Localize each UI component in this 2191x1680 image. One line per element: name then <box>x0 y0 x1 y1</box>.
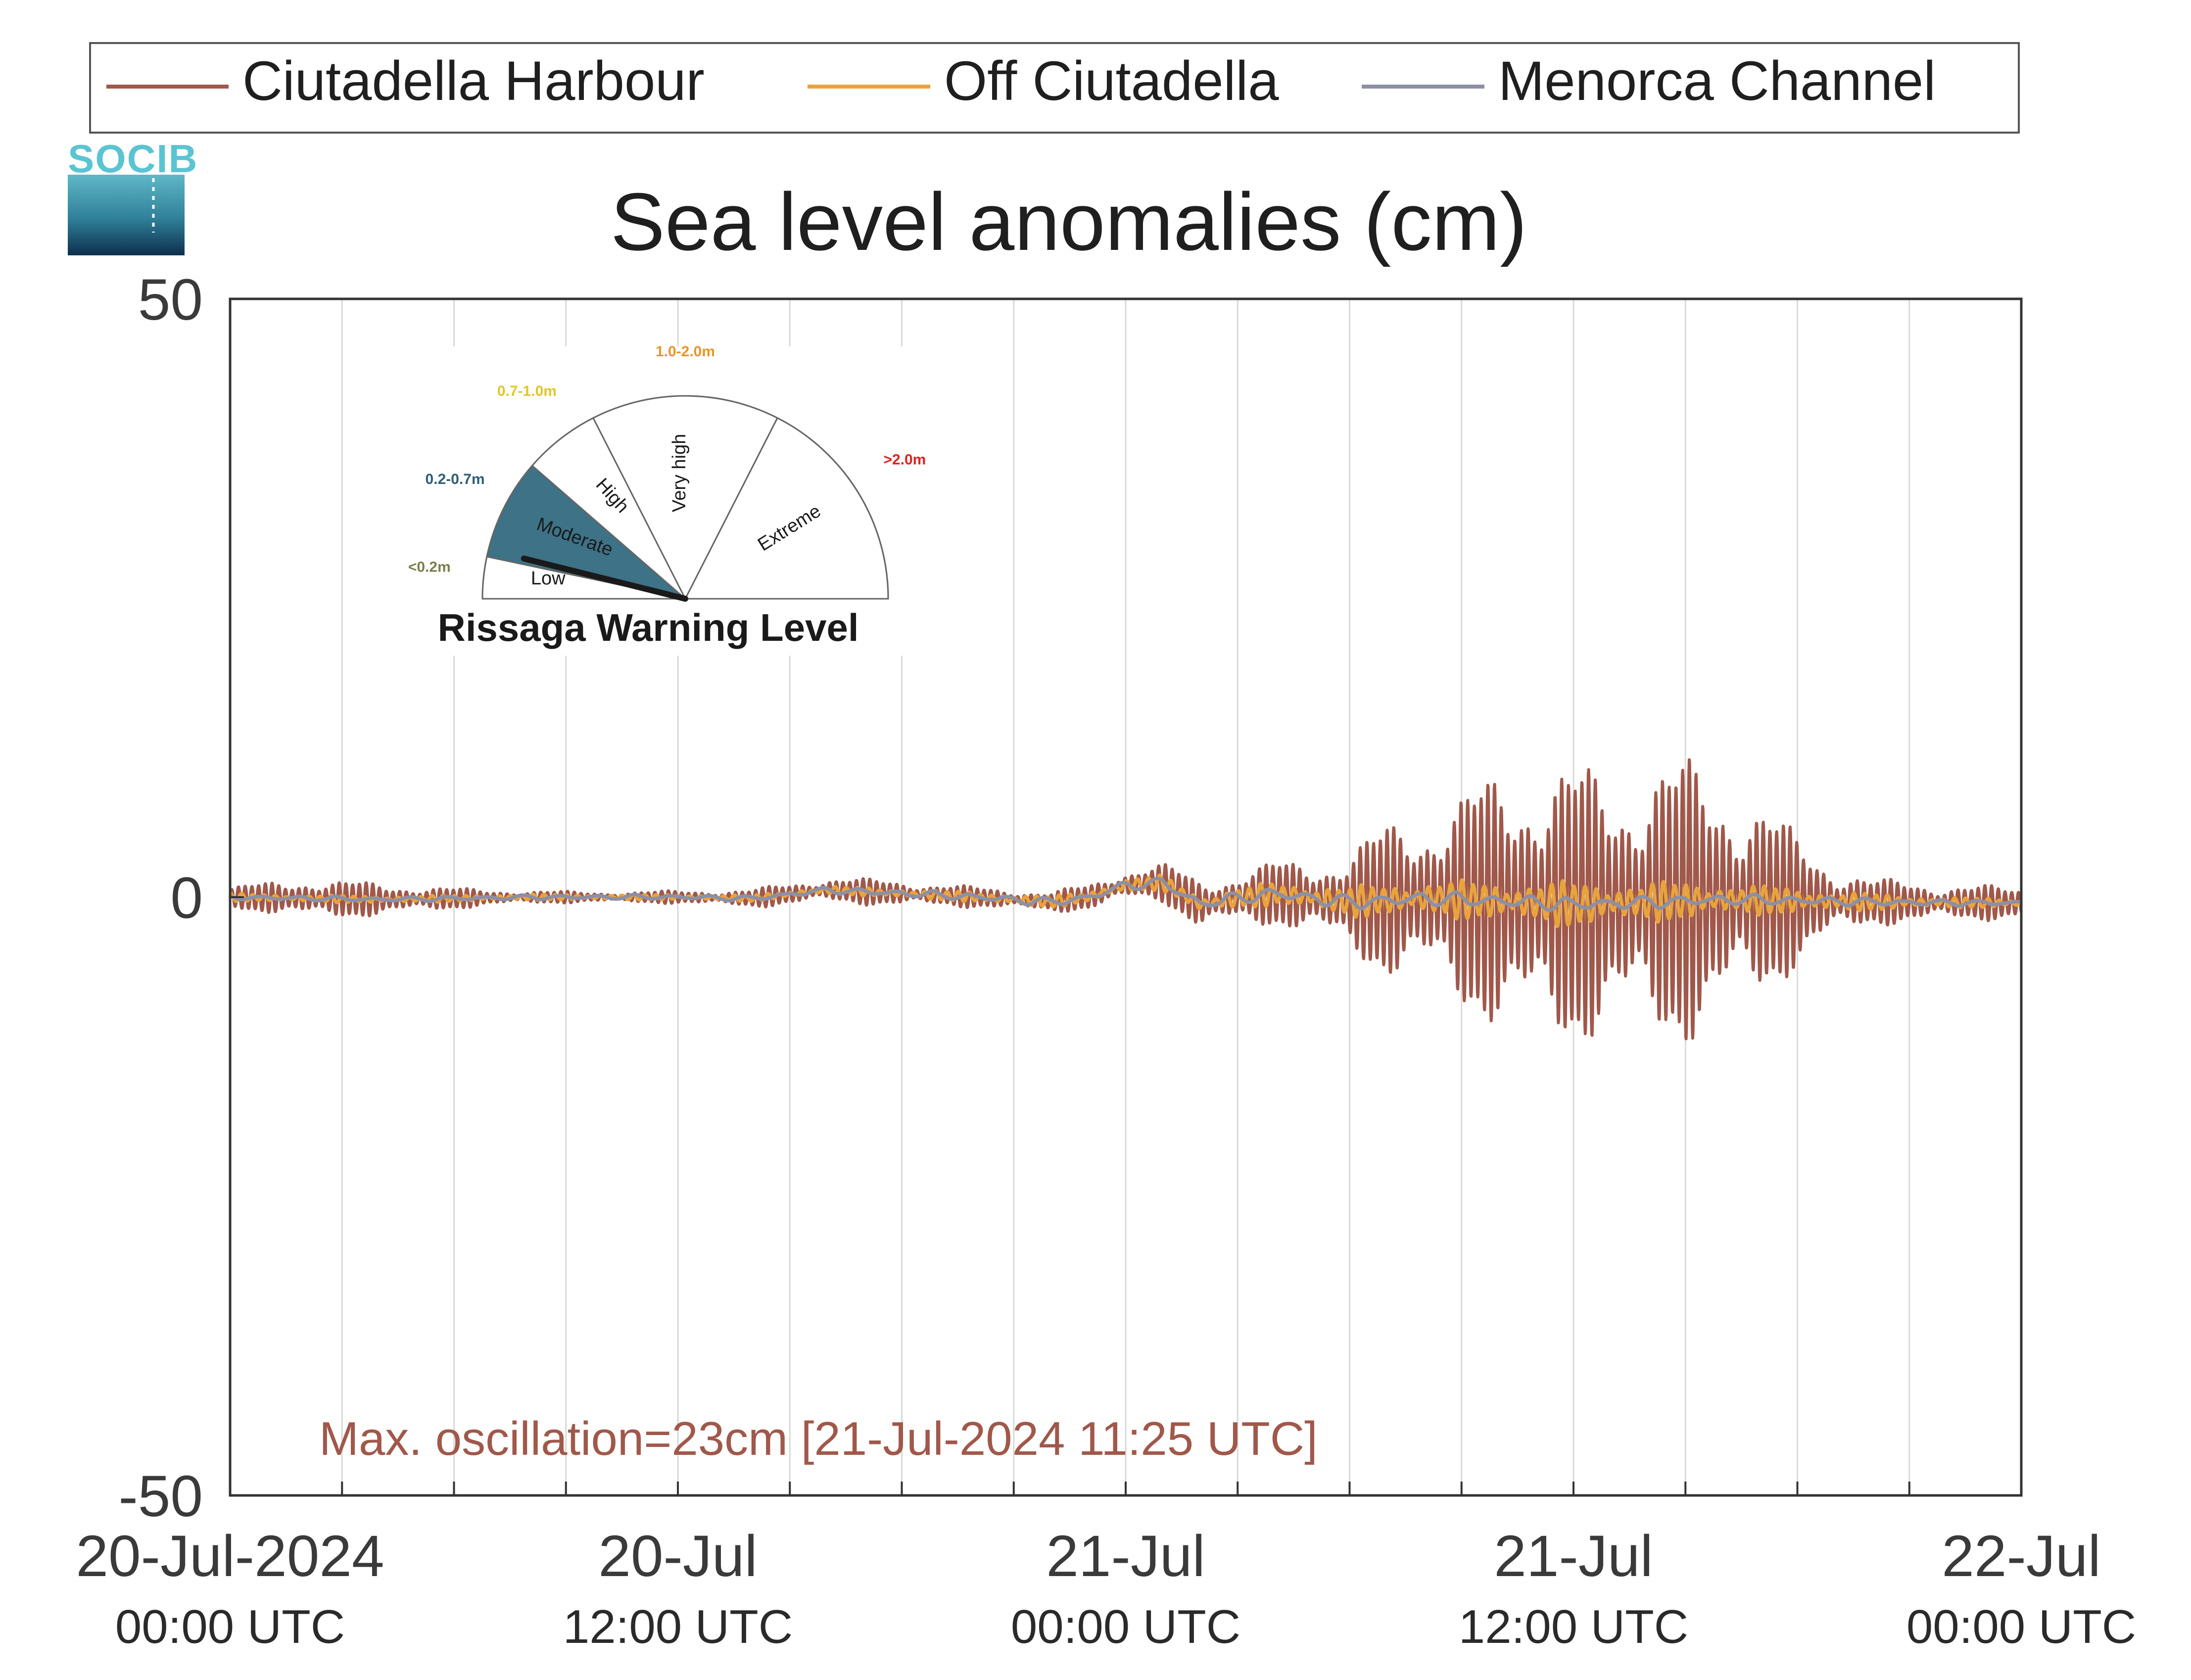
gauge-label-very-high: Very high <box>669 434 690 512</box>
series-layer <box>229 758 2023 1041</box>
y-tick-label-1: 0 <box>170 865 203 931</box>
max-oscillation-annotation: Max. oscillation=23cm [21-Jul-2024 11:25… <box>319 1412 1318 1465</box>
x-axis-ticks: 20-Jul-2024 00:00 UTC 20-Jul 12:00 UTC 21-Ju… <box>76 1482 2136 1653</box>
logo-text: SOCIB <box>68 137 198 181</box>
gauge-sector-moderate <box>486 464 688 600</box>
series-line-menorca-channel <box>229 876 2023 912</box>
x-tick-label-2: 21-Jul <box>1046 1524 1205 1589</box>
y-axis-ticks: 50 0 -50 <box>118 267 244 1529</box>
chart-title: Sea level anomalies (cm) <box>611 176 1527 267</box>
x-tick-label-4: 22-Jul <box>1942 1524 2100 1589</box>
gauge-range-very-high: 1.0-2.0m <box>656 343 715 360</box>
x-tick-label-1: 20-Jul <box>598 1524 757 1589</box>
legend-label-off-ciutadella: Off Ciutadella <box>944 50 1279 112</box>
gauge-sector-high <box>531 417 686 600</box>
gauge-range-high: 0.7-1.0m <box>497 383 557 399</box>
x-tick-sublabel-3: 12:00 UTC <box>1459 1600 1688 1653</box>
y-tick-label-0: 50 <box>138 267 203 333</box>
gauge-sector-very-high <box>592 395 779 601</box>
x-tick-sublabel-2: 00:00 UTC <box>1011 1600 1240 1653</box>
gauge-sector-extreme <box>684 417 889 600</box>
x-tick-sublabel-4: 00:00 UTC <box>1906 1600 2136 1653</box>
gauge-range-low: <0.2m <box>408 559 451 576</box>
legend: Ciutadella Harbour Off Ciutadella Menorc… <box>89 42 2020 134</box>
gauge-range-extreme: >2.0m <box>883 451 926 468</box>
y-tick-label-2: -50 <box>118 1464 203 1529</box>
x-tick-label-0: 20-Jul-2024 <box>76 1524 384 1589</box>
logo-wave-block <box>68 175 185 255</box>
legend-box <box>89 42 2020 134</box>
x-tick-label-3: 21-Jul <box>1494 1524 1653 1589</box>
gauge-needle <box>521 555 688 602</box>
socib-logo: SOCIB <box>68 137 198 255</box>
gauge-range-moderate: 0.2-0.7m <box>426 471 485 487</box>
legend-label-ciutadella-harbour: Ciutadella Harbour <box>242 50 705 112</box>
x-tick-sublabel-1: 12:00 UTC <box>563 1600 793 1653</box>
x-tick-sublabel-0: 00:00 UTC <box>115 1600 345 1653</box>
gauge-title: Rissaga Warning Level <box>437 606 858 649</box>
plot-frame <box>229 297 2023 1497</box>
legend-label-menorca-channel: Menorca Channel <box>1498 50 1936 112</box>
